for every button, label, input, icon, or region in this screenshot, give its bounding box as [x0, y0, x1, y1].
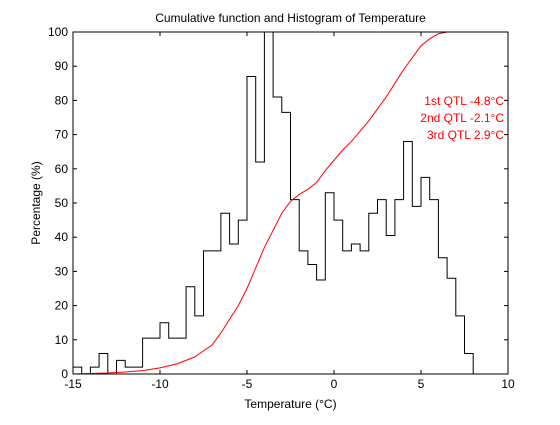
x-tick-label: 5: [418, 377, 425, 391]
y-tick-label: 90: [55, 59, 69, 73]
x-tick-label: -10: [151, 377, 169, 391]
x-axis-label: Temperature (°C): [244, 397, 336, 411]
y-tick-label: 20: [55, 299, 69, 313]
quartile-annotation-1: 1st QTL -4.8°C: [424, 94, 504, 108]
histogram-stairs-series: [72, 31, 474, 375]
axes-background: [73, 32, 508, 374]
quartile-annotation-2: 2nd QTL -2.1°C: [420, 111, 504, 125]
x-tick-label: -15: [64, 377, 82, 391]
x-tick-label: -5: [242, 377, 253, 391]
chart-title: Cumulative function and Histogram of Tem…: [155, 11, 426, 25]
x-tick-label: 0: [331, 377, 338, 391]
cumulative-curve-series: [72, 31, 508, 375]
quartile-annotation-3: 3rd QTL 2.9°C: [427, 128, 504, 142]
y-tick-label: 70: [55, 128, 69, 142]
y-tick-label: 10: [55, 333, 69, 347]
x-tick-label: 10: [501, 377, 515, 391]
y-tick-label: 100: [48, 25, 68, 39]
y-tick-label: 80: [55, 93, 69, 107]
y-tick-label: 50: [55, 196, 69, 210]
y-tick-label: 40: [55, 230, 69, 244]
y-tick-label: 60: [55, 162, 69, 176]
y-tick-label: 0: [61, 367, 68, 381]
y-axis-label: Percentage (%): [29, 161, 43, 244]
y-tick-label: 30: [55, 264, 69, 278]
plot-layer: [72, 31, 508, 375]
